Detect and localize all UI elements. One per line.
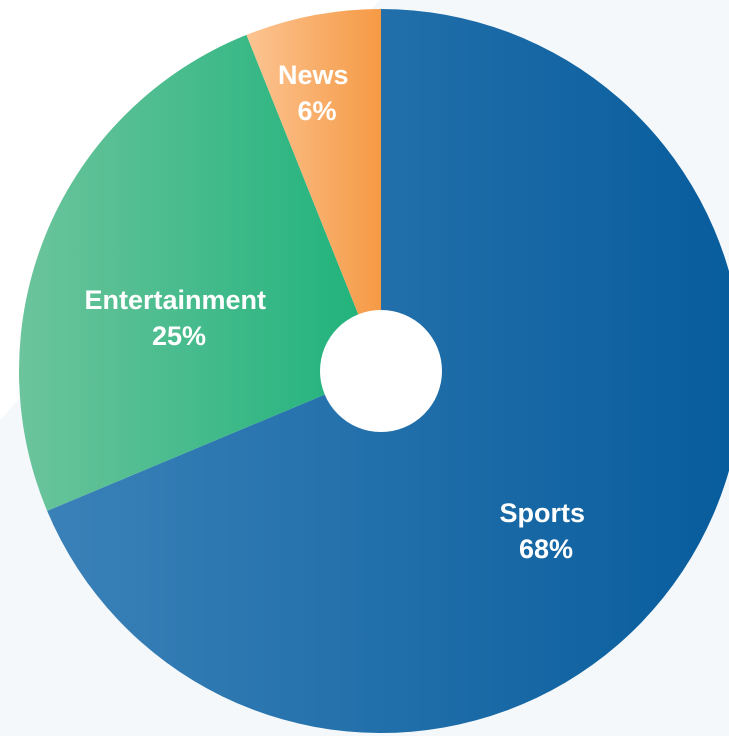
- pie-slice-entertainment: [19, 34, 381, 511]
- slice-name-news: News: [278, 60, 349, 90]
- slice-label-news: News 6%: [278, 60, 356, 126]
- center-hole: [320, 310, 442, 432]
- pie-slices: [19, 9, 729, 733]
- slice-value-sports: 68%: [519, 534, 573, 564]
- slice-label-sports: Sports 68%: [499, 498, 592, 564]
- slice-name-entertainment: Entertainment: [84, 285, 266, 315]
- pie-slice-news: [246, 9, 381, 371]
- slice-name-sports: Sports: [499, 498, 585, 528]
- slice-label-entertainment: Entertainment 25%: [84, 285, 273, 351]
- slice-labels: Sports 68% Entertainment 25% News 6%: [84, 60, 592, 564]
- slice-value-news: 6%: [297, 96, 336, 126]
- slice-value-entertainment: 25%: [152, 321, 206, 351]
